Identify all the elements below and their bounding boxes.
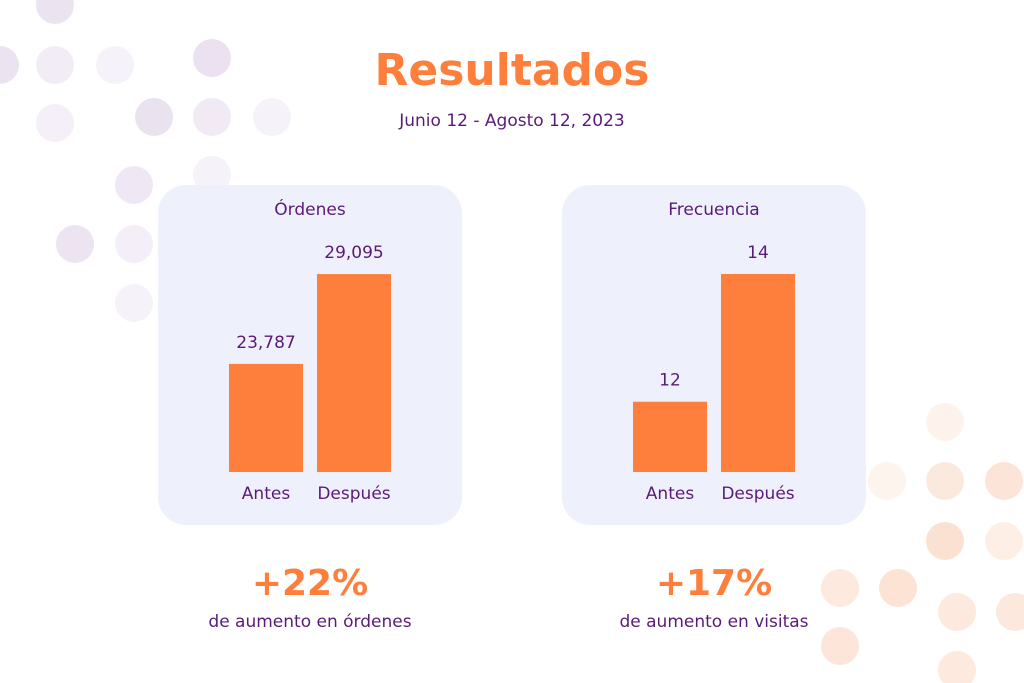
callout-value: +17%	[656, 563, 772, 604]
callout-value: +22%	[252, 563, 368, 604]
bar	[229, 363, 303, 472]
bar	[317, 274, 391, 472]
bar	[721, 274, 795, 472]
page-subtitle: Junio 12 - Agosto 12, 2023	[398, 111, 625, 131]
x-tick-label: Antes	[646, 484, 695, 504]
chart-panel	[562, 185, 866, 525]
value-label: 29,095	[324, 243, 383, 263]
x-tick-label: Antes	[242, 484, 291, 504]
chart-title: Órdenes	[274, 198, 346, 220]
callout-text: de aumento en órdenes	[208, 612, 411, 632]
x-tick-label: Después	[721, 484, 794, 504]
callout-text: de aumento en visitas	[619, 612, 808, 632]
chart-title: Frecuencia	[668, 200, 759, 220]
x-tick-label: Después	[317, 484, 390, 504]
bar	[633, 401, 707, 472]
value-label: 23,787	[236, 333, 295, 353]
value-label: 12	[659, 371, 681, 391]
value-label: 14	[747, 243, 769, 263]
page-title: Resultados	[375, 45, 650, 96]
chart-panel	[158, 185, 462, 525]
